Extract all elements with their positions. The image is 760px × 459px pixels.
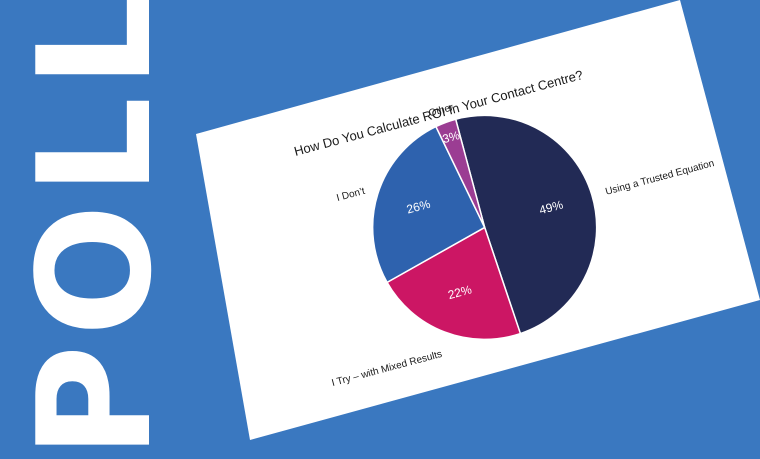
pie-slices <box>371 114 598 341</box>
pie-slice-i-don-t <box>371 125 486 284</box>
pie-percent-label: 22% <box>446 282 473 302</box>
pie-slice-i-try-with-mixed-results <box>386 226 522 341</box>
chart-card-wrapper: How Do You Calculate ROI In Your Contact… <box>196 0 760 440</box>
pie-slice-using-a-trusted-equation <box>454 114 598 335</box>
pie-slice-other <box>434 118 486 228</box>
pie-percent-label: 49% <box>538 197 565 217</box>
pie-percent-label: 3% <box>441 128 462 146</box>
pie-percent-label: 26% <box>405 197 432 217</box>
pie-chart: How Do You Calculate ROI In Your Contact… <box>196 0 760 440</box>
